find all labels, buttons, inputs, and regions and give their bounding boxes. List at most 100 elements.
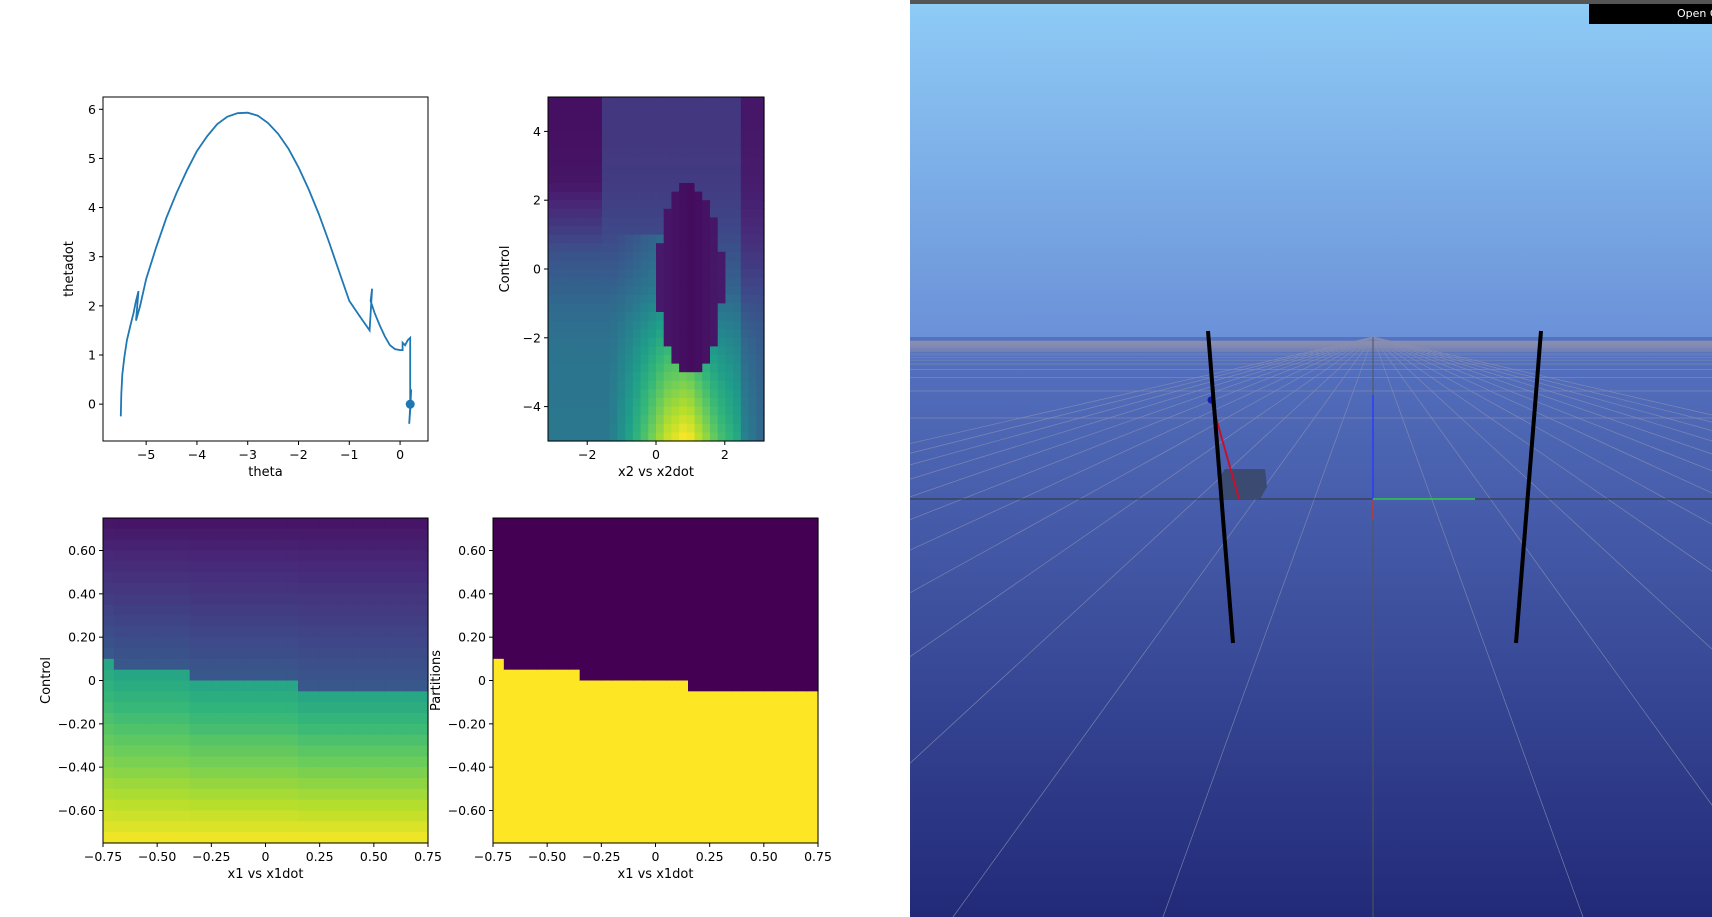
x1-control-cell — [330, 539, 342, 552]
x1-control-cell — [384, 778, 397, 790]
x2-heatmap-cell — [686, 389, 696, 399]
x1-control-cell — [189, 756, 202, 768]
x2-heatmap-cell — [694, 389, 703, 399]
partition-cell — [623, 702, 635, 714]
partition-cell — [493, 778, 505, 790]
x2-heatmap-cell — [555, 355, 565, 365]
x1-control-cell — [222, 767, 234, 779]
x2-heatmap-cell — [625, 131, 634, 141]
partition-cell — [709, 615, 722, 627]
partition-cell — [644, 572, 657, 584]
simulation-viewport[interactable] — [910, 0, 1712, 917]
x2-heatmap-cell — [609, 251, 619, 261]
x1-control-cell — [352, 756, 364, 768]
partition-cell — [633, 680, 646, 692]
partition-cell — [720, 561, 732, 573]
partition-cell — [590, 593, 602, 606]
x2-heatmap-cell — [710, 208, 719, 218]
x1-control-cell — [319, 583, 332, 595]
x1-control-cell — [276, 648, 288, 660]
x1-control-cell — [157, 713, 169, 725]
x2-heatmap-cell — [586, 432, 595, 442]
x1-control-cell — [113, 615, 126, 627]
x2-heatmap-cell — [586, 114, 595, 124]
x2-heatmap-cell — [740, 423, 750, 433]
open-controls-button[interactable]: Open C — [1589, 4, 1712, 24]
x1-control-cell — [211, 615, 223, 627]
x2-heatmap-cell — [555, 200, 565, 210]
x2-heatmap-cell — [756, 217, 765, 227]
x1-partitions-heatmap-xlabel: x1 vs x1dot — [618, 867, 694, 882]
x2-heatmap-cell — [640, 312, 649, 322]
x2-heatmap-cell — [717, 406, 727, 416]
x2-heatmap-ytick-label: 2 — [533, 193, 541, 208]
x2-heatmap-cell — [756, 122, 765, 132]
x2-heatmap-cell — [609, 105, 619, 115]
x1-control-cell — [308, 572, 321, 584]
partition-cell — [720, 539, 732, 552]
x2-heatmap-cell — [656, 398, 665, 408]
x2-heatmap-cell — [671, 122, 680, 132]
x1-control-cell — [373, 572, 386, 584]
x1-control-cell — [113, 734, 126, 747]
x2-heatmap-cell — [679, 226, 688, 236]
x1-control-cell — [135, 648, 147, 660]
partition-cell — [547, 528, 559, 541]
x1-control-cell — [189, 723, 202, 736]
x2-heatmap-cell — [625, 97, 634, 107]
partition-cell — [558, 756, 570, 768]
x2-heatmap-cell — [640, 277, 649, 287]
x2-heatmap-xtick-label: 0 — [652, 447, 660, 462]
partition-cell — [623, 539, 635, 552]
partition-cell — [558, 734, 570, 747]
partition-cell — [590, 799, 602, 812]
x1-control-cell — [330, 528, 342, 541]
partition-cell — [558, 810, 570, 822]
partition-cell — [666, 832, 678, 844]
x2-heatmap-cell — [733, 277, 742, 287]
x2-heatmap-cell — [748, 312, 757, 322]
partition-cell — [493, 767, 505, 779]
partition-cell — [514, 604, 527, 617]
x2-heatmap-cell — [679, 200, 688, 210]
x2-heatmap-cell — [609, 97, 619, 107]
x2-heatmap-cell — [656, 269, 665, 279]
x2-heatmap-cell — [602, 329, 611, 339]
x1-control-cell — [417, 799, 429, 812]
x1-control-cell — [168, 561, 180, 573]
x2-heatmap-cell — [632, 406, 642, 416]
x2-heatmap-cell — [686, 183, 696, 193]
x1-control-cell — [319, 745, 332, 757]
x2-heatmap-cell — [671, 226, 680, 236]
partition-cell — [677, 713, 689, 725]
partition-cell — [731, 778, 743, 790]
partition-cell — [568, 518, 581, 530]
x1-control-cell — [395, 583, 407, 595]
partition-cell — [514, 778, 527, 790]
x2-heatmap-cell — [578, 157, 588, 167]
x1-control-cell — [124, 832, 137, 844]
x2-heatmap-cell — [748, 200, 757, 210]
partition-cell — [623, 669, 635, 682]
partition-cell — [677, 604, 689, 617]
x1-control-cell — [146, 788, 158, 801]
x2-heatmap-cell — [548, 191, 557, 201]
x2-heatmap-cell — [648, 183, 657, 193]
partition-cell — [633, 539, 646, 552]
x1-control-cell — [373, 518, 386, 530]
x2-heatmap-cell — [663, 337, 673, 347]
x2-heatmap-cell — [571, 97, 580, 107]
x1-control-cell — [276, 745, 288, 757]
x1-control-cell — [319, 778, 332, 790]
partition-cell — [666, 680, 678, 692]
partition-cell — [525, 637, 537, 649]
partition-cell — [568, 723, 581, 736]
x2-heatmap-cell — [609, 277, 619, 287]
partition-cell — [785, 723, 797, 736]
partition-cell — [536, 583, 548, 595]
partition-cell — [807, 767, 819, 779]
x2-heatmap-cell — [748, 114, 757, 124]
x1-partitions-heatmap-xtick-label: 0 — [652, 849, 660, 864]
x1-control-cell — [254, 561, 267, 573]
partition-cell — [623, 734, 635, 747]
